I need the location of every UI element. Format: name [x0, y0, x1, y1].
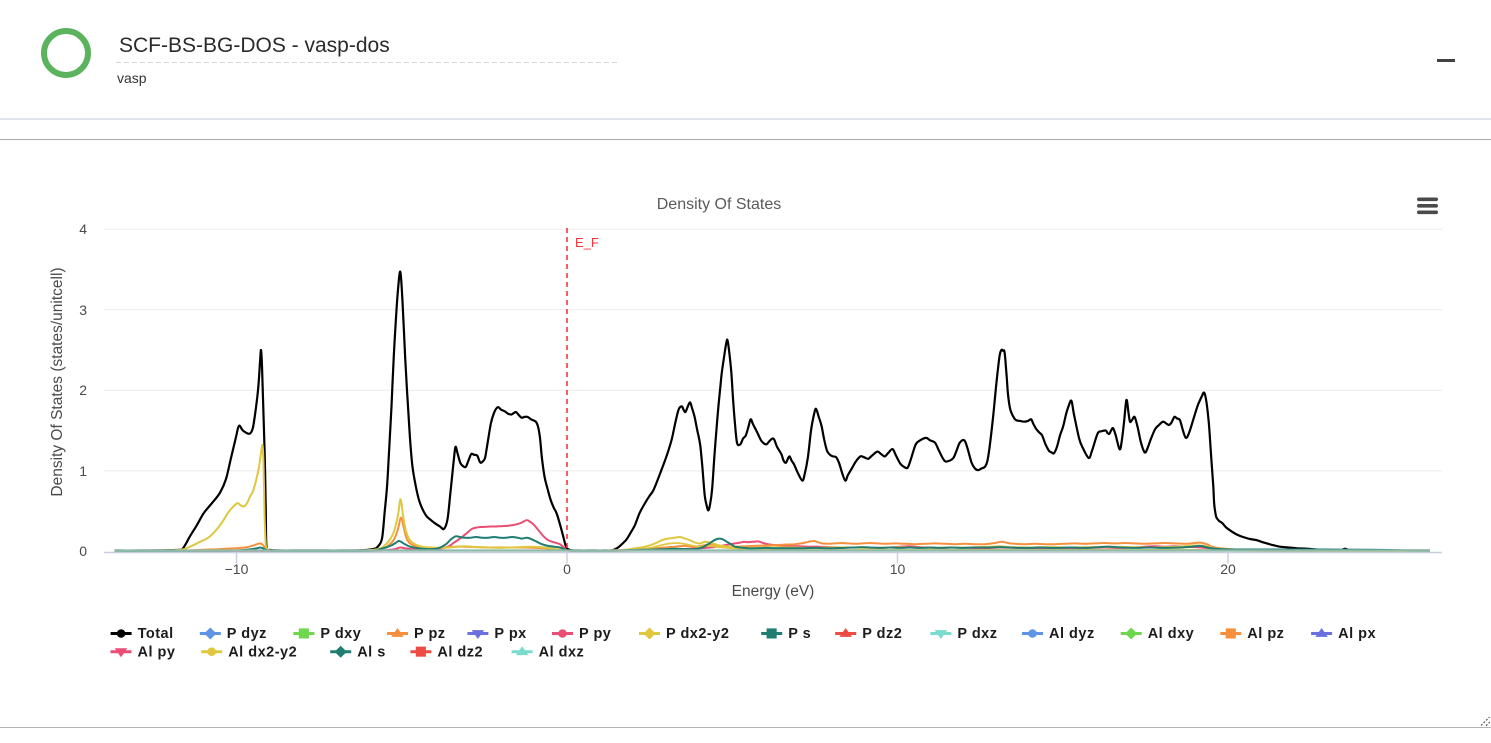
- svg-text:10: 10: [890, 561, 906, 577]
- svg-text:4: 4: [79, 221, 87, 237]
- svg-text:Density Of States: Density Of States: [657, 196, 782, 213]
- svg-text:Al dz2: Al dz2: [437, 644, 483, 660]
- svg-text:Al py: Al py: [138, 644, 176, 660]
- svg-text:P s: P s: [788, 626, 811, 642]
- svg-text:Total: Total: [138, 626, 174, 642]
- svg-text:P pz: P pz: [414, 626, 446, 642]
- svg-text:Al s: Al s: [357, 644, 386, 660]
- svg-text:Al pz: Al pz: [1247, 626, 1284, 642]
- svg-text:Al dxy: Al dxy: [1148, 626, 1195, 642]
- svg-text:0: 0: [79, 543, 87, 559]
- svg-text:P dxz: P dxz: [957, 626, 997, 642]
- svg-text:P py: P py: [579, 626, 611, 642]
- svg-text:Al px: Al px: [1338, 626, 1376, 642]
- svg-text:P dxy: P dxy: [320, 626, 361, 642]
- svg-text:P dyz: P dyz: [227, 626, 267, 642]
- svg-text:Energy (eV): Energy (eV): [732, 583, 815, 600]
- svg-text:2: 2: [79, 382, 87, 398]
- svg-text:20: 20: [1220, 561, 1236, 577]
- svg-text:P px: P px: [494, 626, 526, 642]
- svg-text:Al dyz: Al dyz: [1049, 626, 1095, 642]
- svg-text:Density Of States (states/unit: Density Of States (states/unitcell): [49, 267, 66, 496]
- svg-text:P dz2: P dz2: [862, 626, 902, 642]
- svg-text:3: 3: [79, 302, 87, 318]
- svg-text:−10: −10: [225, 561, 249, 577]
- svg-text:E_F: E_F: [575, 235, 599, 250]
- svg-text:1: 1: [79, 463, 87, 479]
- svg-text:0: 0: [563, 561, 571, 577]
- svg-text:P dx2-y2: P dx2-y2: [666, 626, 729, 642]
- svg-text:Al dx2-y2: Al dx2-y2: [228, 644, 297, 660]
- svg-text:Al dxz: Al dxz: [539, 644, 585, 660]
